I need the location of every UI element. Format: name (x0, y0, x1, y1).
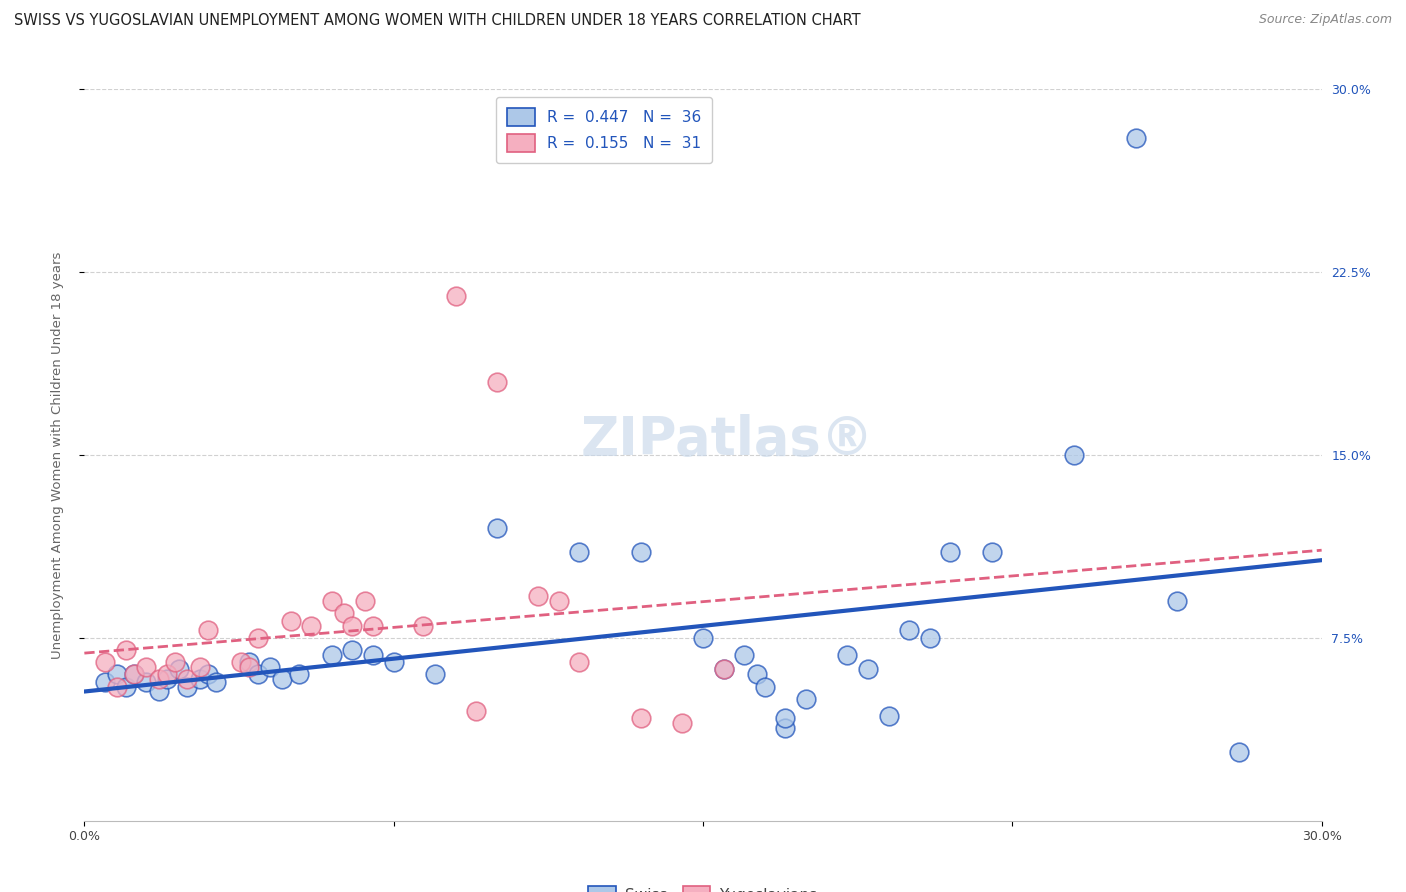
Point (188, 672, 211, 686)
Point (197, 624, 219, 638)
Point (775, 711, 797, 725)
Point (630, 711, 652, 725)
Point (148, 684, 170, 698)
Point (299, 618, 322, 632)
Point (713, 663, 735, 677)
Point (229, 655, 252, 669)
Point (176, 672, 198, 686)
Point (105, 680, 128, 694)
Point (342, 643, 364, 657)
Point (353, 594, 375, 608)
Point (246, 667, 269, 681)
Point (361, 648, 384, 662)
Point (167, 663, 190, 677)
Point (794, 691, 817, 706)
Point (156, 667, 179, 681)
Point (980, 545, 1002, 559)
Point (321, 594, 343, 608)
Point (423, 667, 446, 681)
Point (176, 680, 198, 694)
Point (568, 545, 591, 559)
Text: Source: ZipAtlas.com: Source: ZipAtlas.com (1258, 13, 1392, 27)
Point (342, 618, 364, 632)
Point (94, 655, 117, 669)
Legend: Swiss, Yugoslavians: Swiss, Yugoslavians (582, 880, 824, 892)
Point (135, 660, 157, 674)
Point (939, 545, 962, 559)
Point (333, 607, 356, 621)
Point (1227, 745, 1250, 759)
Point (547, 594, 569, 608)
Point (1125, 131, 1147, 145)
Point (837, 648, 859, 662)
Point (259, 660, 281, 674)
Point (238, 655, 260, 669)
Point (630, 545, 652, 559)
Point (321, 648, 343, 662)
Y-axis label: Unemployment Among Women with Children Under 18 years: Unemployment Among Women with Children U… (51, 252, 63, 658)
Text: SWISS VS YUGOSLAVIAN UNEMPLOYMENT AMONG WOMEN WITH CHILDREN UNDER 18 YEARS CORRE: SWISS VS YUGOSLAVIAN UNEMPLOYMENT AMONG … (14, 13, 860, 29)
Point (205, 674, 228, 689)
Point (122, 667, 145, 681)
Point (122, 667, 145, 681)
Point (105, 667, 128, 681)
Point (898, 624, 921, 638)
Point (156, 672, 179, 686)
Point (148, 672, 170, 686)
Point (485, 521, 508, 535)
Point (1166, 594, 1188, 608)
Point (361, 618, 384, 632)
Point (188, 660, 211, 674)
Point (165, 655, 187, 669)
Point (671, 716, 693, 731)
Point (527, 590, 550, 604)
Point (485, 375, 508, 389)
Point (918, 631, 941, 645)
Point (1063, 448, 1085, 462)
Point (280, 614, 302, 628)
Point (465, 704, 488, 718)
Point (754, 680, 776, 694)
Point (568, 655, 591, 669)
Point (444, 289, 467, 303)
Point (713, 663, 735, 677)
Point (856, 663, 879, 677)
Point (197, 667, 219, 681)
Point (271, 672, 294, 686)
Point (114, 680, 136, 694)
Point (692, 631, 714, 645)
Point (412, 618, 434, 632)
Point (877, 708, 900, 723)
Point (246, 631, 269, 645)
Point (135, 674, 157, 689)
Text: ZIPatlas®: ZIPatlas® (581, 414, 875, 467)
Point (288, 667, 311, 681)
Point (745, 667, 768, 681)
Point (775, 721, 797, 735)
Point (382, 655, 405, 669)
Point (238, 660, 260, 674)
Point (733, 648, 755, 662)
Point (94, 674, 117, 689)
Point (114, 643, 136, 657)
